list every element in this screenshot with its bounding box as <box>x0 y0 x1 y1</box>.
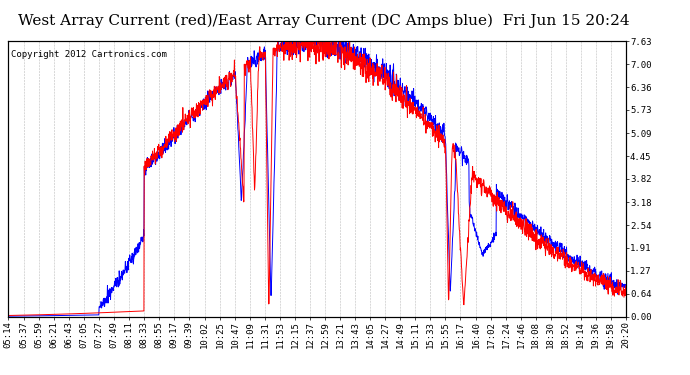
Text: Copyright 2012 Cartronics.com: Copyright 2012 Cartronics.com <box>11 50 167 58</box>
Text: West Array Current (red)/East Array Current (DC Amps blue)  Fri Jun 15 20:24: West Array Current (red)/East Array Curr… <box>19 13 630 27</box>
